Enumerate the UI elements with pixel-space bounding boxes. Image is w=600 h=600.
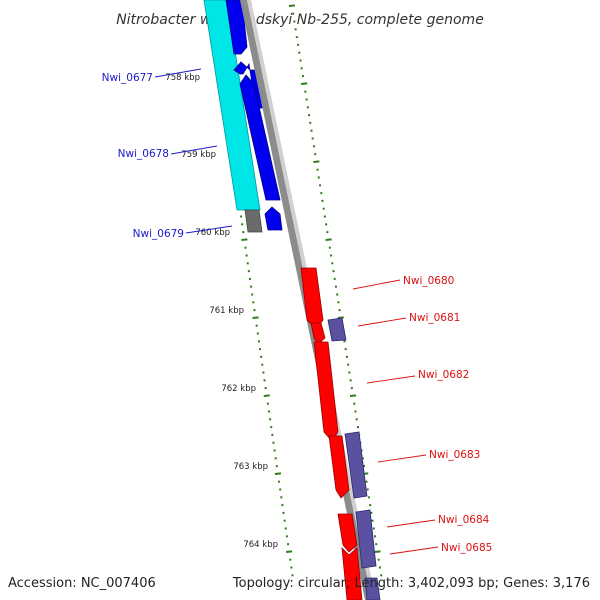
cds-nwi-0682 <box>313 341 339 441</box>
gene-label-nwi-0685[interactable]: Nwi_0685 <box>441 542 492 554</box>
major-tick <box>288 4 296 7</box>
map-title: Nitrobacter winogradskyi Nb-255, complet… <box>116 12 484 28</box>
major-tick <box>325 238 332 241</box>
cog-block-cyan <box>203 0 261 211</box>
kbp-label: 758 kbp <box>165 73 200 83</box>
cds-nwi-0679 <box>264 206 283 231</box>
right-gene-labels: Nwi_0680 Nwi_0681 Nwi_0682 Nwi_0683 Nwi_… <box>352 275 492 555</box>
kbp-label: 764 kbp <box>243 540 278 550</box>
cds-nwi-0680 <box>300 267 324 330</box>
left-gene-labels: Nwi_0677 Nwi_0678 Nwi_0679 <box>102 68 233 240</box>
major-tick <box>374 550 381 553</box>
major-tick <box>274 472 282 475</box>
major-tick <box>241 238 248 241</box>
gene-label-nwi-0683[interactable]: Nwi_0683 <box>429 449 480 461</box>
major-tick <box>301 82 308 85</box>
cog-track-left <box>203 0 263 233</box>
gene-label-nwi-0681[interactable]: Nwi_0681 <box>409 312 460 324</box>
gene-label-nwi-0677[interactable]: Nwi_0677 <box>102 72 153 84</box>
kbp-label: 762 kbp <box>221 384 256 394</box>
cog-block-nwi-0681 <box>327 317 347 342</box>
gene-label-nwi-0678[interactable]: Nwi_0678 <box>118 148 169 160</box>
major-tick <box>349 394 357 397</box>
cds-nwi-0685 <box>341 546 363 600</box>
kbp-label: 759 kbp <box>181 150 216 160</box>
cog-block-gray <box>244 209 263 233</box>
major-tick <box>313 160 320 163</box>
major-tick <box>263 394 270 397</box>
gene-label-nwi-0679[interactable]: Nwi_0679 <box>133 228 184 240</box>
cds-nwi-0677 <box>225 0 248 55</box>
major-tick <box>286 550 293 553</box>
cds-track-left <box>225 0 283 231</box>
major-tick <box>337 316 344 319</box>
kbp-label: 760 kbp <box>195 228 230 238</box>
cds-track-right <box>300 267 363 600</box>
accession-text: Accession: NC_007406 <box>8 576 156 591</box>
kbp-label: 763 kbp <box>233 462 268 472</box>
cog-block-nwi-0684 <box>355 509 377 569</box>
major-tick <box>252 316 259 319</box>
gene-label-nwi-0680[interactable]: Nwi_0680 <box>403 275 454 287</box>
cog-block-nwi-0685 <box>364 577 381 600</box>
cds-nwi-0684 <box>337 513 358 553</box>
genome-summary-text: Topology: circular; Length: 3,402,093 bp… <box>232 576 590 591</box>
kbp-scale: 758 kbp 759 kbp 760 kbp 761 kbp 762 kbp … <box>165 73 278 550</box>
cog-block-nwi-0683 <box>344 431 368 499</box>
cog-track-right <box>327 317 381 600</box>
cds-nwi-0683 <box>328 435 350 499</box>
gene-label-nwi-0684[interactable]: Nwi_0684 <box>438 514 490 526</box>
cds-nwi-0681 <box>310 322 326 345</box>
cds-nwi-0678-main <box>239 74 281 201</box>
gene-label-nwi-0682[interactable]: Nwi_0682 <box>418 369 469 381</box>
kbp-label: 761 kbp <box>209 306 244 316</box>
